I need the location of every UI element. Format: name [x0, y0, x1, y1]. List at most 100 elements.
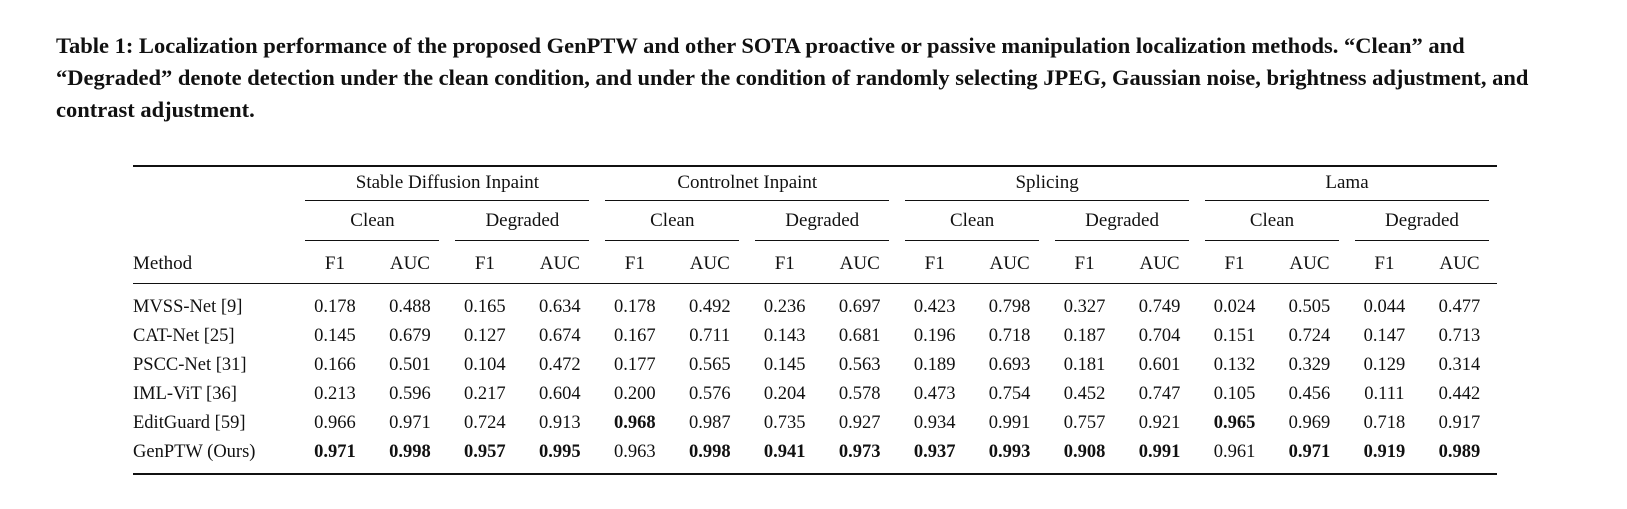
value-cell: 0.998 [688, 442, 731, 462]
method-header: Method [133, 253, 193, 274]
condition-header: Degraded [1347, 206, 1497, 245]
metric-header: AUC [689, 253, 730, 274]
value-cell: 0.167 [614, 326, 656, 346]
group-header: Splicing [897, 166, 1197, 206]
value-cell: 0.501 [389, 355, 431, 375]
table-row: CAT-Net [25] 0.145 0.679 0.127 0.674 0.167 0.7… [133, 322, 1497, 351]
value-cell: 0.917 [1438, 413, 1481, 433]
value-cell: 0.565 [688, 355, 731, 375]
metric-header: AUC [1289, 253, 1330, 274]
value-cell: 0.798 [988, 296, 1031, 317]
value-cell: 0.757 [1063, 413, 1106, 433]
condition-header: Clean [297, 206, 447, 245]
method-name-cell: IML-ViT [36] [133, 384, 237, 404]
value-cell: 0.236 [763, 296, 806, 317]
method-name-cell: GenPTW (Ours) [133, 442, 256, 462]
value-cell: 0.456 [1288, 384, 1331, 404]
value-cell: 0.452 [1063, 384, 1106, 404]
metric-header: AUC [539, 253, 580, 274]
value-cell: 0.189 [913, 355, 956, 375]
condition-header: Clean [1197, 206, 1347, 245]
value-cell: 0.044 [1363, 296, 1406, 317]
value-cell: 0.957 [464, 442, 506, 462]
group-header: Controlnet Inpaint [597, 166, 897, 206]
value-cell: 0.998 [389, 442, 431, 462]
empty-corner-cell [133, 166, 297, 206]
group-header-label: Stable Diffusion Inpaint [305, 172, 590, 201]
results-table-container: Stable Diffusion Inpaint Controlnet Inpa… [133, 165, 1497, 475]
empty-cell [133, 206, 297, 245]
value-cell: 0.132 [1213, 355, 1256, 375]
condition-label: Degraded [1055, 210, 1190, 241]
table-body: MVSS-Net [9] 0.178 0.488 0.165 0.634 0.178 0.4… [133, 284, 1497, 474]
value-cell: 0.563 [838, 355, 881, 375]
value-cell: 0.754 [988, 384, 1031, 404]
condition-label: Clean [605, 210, 740, 241]
value-cell: 0.973 [838, 442, 881, 462]
condition-label: Degraded [755, 210, 890, 241]
value-cell: 0.576 [688, 384, 731, 404]
method-name-cell: EditGuard [59] [133, 413, 246, 433]
metric-header: F1 [1074, 253, 1095, 274]
value-cell: 0.963 [614, 442, 656, 462]
metric-header: AUC [1139, 253, 1180, 274]
value-cell: 0.329 [1288, 355, 1331, 375]
value-cell: 0.679 [389, 326, 431, 346]
value-cell: 0.196 [913, 326, 956, 346]
value-cell: 0.966 [314, 413, 356, 433]
table-row: EditGuard [59] 0.966 0.971 0.724 0.913 0.968 0… [133, 409, 1497, 438]
value-cell: 0.181 [1063, 355, 1106, 375]
value-cell: 0.217 [464, 384, 506, 404]
value-cell: 0.718 [1363, 413, 1406, 433]
value-cell: 0.747 [1138, 384, 1181, 404]
value-cell: 0.921 [1138, 413, 1181, 433]
metric-header: F1 [1224, 253, 1245, 274]
group-header-label: Controlnet Inpaint [605, 172, 890, 201]
value-cell: 0.024 [1213, 296, 1256, 317]
value-cell: 0.927 [838, 413, 881, 433]
value-cell: 0.145 [763, 355, 806, 375]
condition-header: Degraded [447, 206, 597, 245]
metric-header: AUC [839, 253, 880, 274]
table-row: MVSS-Net [9] 0.178 0.488 0.165 0.634 0.178 0.4… [133, 284, 1497, 323]
value-cell: 0.711 [689, 326, 731, 346]
group-header: Lama [1197, 166, 1497, 206]
value-cell: 0.718 [988, 326, 1031, 346]
condition-label: Clean [1205, 210, 1339, 241]
table-caption: Table 1: Localization performance of the… [56, 33, 1529, 122]
condition-header-row: Clean Degraded Clean Degraded Clean Degr… [133, 206, 1497, 245]
value-cell: 0.971 [1288, 442, 1331, 462]
value-cell: 0.187 [1063, 326, 1106, 346]
metric-header: F1 [474, 253, 495, 274]
table-row: IML-ViT [36] 0.213 0.596 0.217 0.604 0.200 0.5… [133, 380, 1497, 409]
value-cell: 0.505 [1288, 296, 1331, 317]
value-cell: 0.713 [1438, 326, 1481, 346]
value-cell: 0.968 [614, 413, 656, 433]
value-cell: 0.145 [314, 326, 356, 346]
value-cell: 0.749 [1138, 296, 1181, 317]
group-header-label: Lama [1205, 172, 1489, 201]
condition-label: Degraded [455, 210, 590, 241]
value-cell: 0.941 [763, 442, 806, 462]
value-cell: 0.704 [1138, 326, 1181, 346]
method-name-cell: PSCC-Net [31] [133, 355, 247, 375]
value-cell: 0.104 [464, 355, 506, 375]
group-header-row: Stable Diffusion Inpaint Controlnet Inpa… [133, 166, 1497, 206]
value-cell: 0.178 [314, 296, 356, 317]
value-cell: 0.423 [913, 296, 956, 317]
value-cell: 0.724 [464, 413, 506, 433]
value-cell: 0.995 [539, 442, 581, 462]
metric-header: AUC [989, 253, 1030, 274]
value-cell: 0.724 [1288, 326, 1331, 346]
metric-header: F1 [624, 253, 645, 274]
value-cell: 0.991 [988, 413, 1031, 433]
value-cell: 0.989 [1438, 442, 1481, 462]
value-cell: 0.213 [314, 384, 356, 404]
metric-header-row: Method F1 AUC F1 AUC F1 AUC F1 AUC F1 AUC F1 AUC F1 A… [133, 245, 1497, 284]
value-cell: 0.151 [1213, 326, 1256, 346]
value-cell: 0.934 [913, 413, 956, 433]
table-row: GenPTW (Ours) 0.971 0.998 0.957 0.995 0.963 0.… [133, 438, 1497, 474]
metric-header: F1 [1374, 253, 1395, 274]
group-header: Stable Diffusion Inpaint [297, 166, 597, 206]
condition-label: Clean [305, 210, 440, 241]
